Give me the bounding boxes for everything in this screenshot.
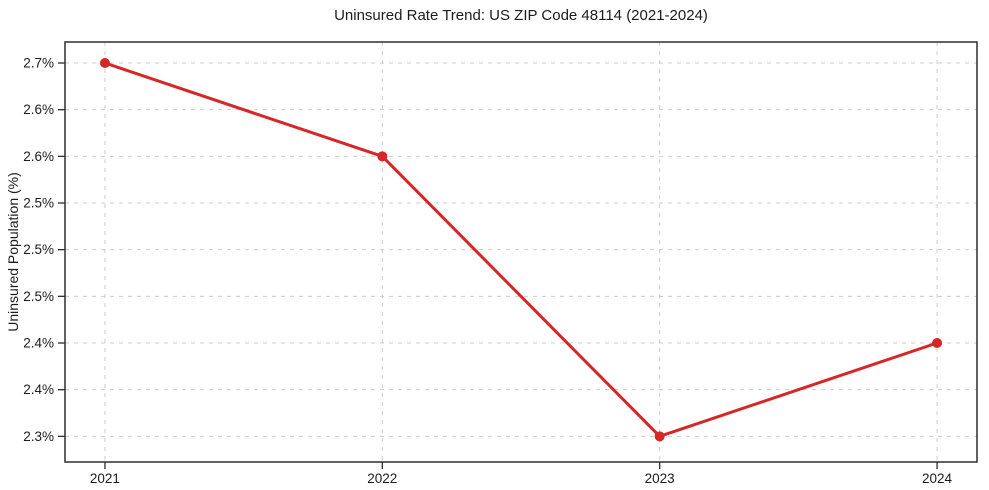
trend-line <box>103 61 939 438</box>
y-tick-label: 2.6% <box>23 102 54 117</box>
y-tick-label: 2.4% <box>23 336 54 351</box>
x-tick-label: 2022 <box>367 471 397 486</box>
y-tick-label: 2.5% <box>23 289 54 304</box>
x-tick-label: 2023 <box>645 471 675 486</box>
y-axis-title: Uninsured Population (%) <box>5 172 21 332</box>
data-point-2023 <box>654 431 665 442</box>
y-tick-label: 2.5% <box>23 196 54 211</box>
y-tick-label: 2.7% <box>23 56 54 71</box>
data-point-2021 <box>99 58 110 68</box>
y-tick-label: 2.6% <box>23 149 54 164</box>
chart-title: Uninsured Rate Trend: US ZIP Code 48114 … <box>334 7 708 24</box>
data-point-2022 <box>377 151 388 162</box>
y-tick-label: 2.5% <box>23 242 54 257</box>
y-tick-label: 2.3% <box>23 429 54 444</box>
x-tick-label: 2024 <box>922 471 953 486</box>
axes-frame <box>64 41 978 463</box>
data-point-2024 <box>932 338 943 348</box>
y-tick-label: 2.4% <box>23 382 54 397</box>
x-tick-label: 2021 <box>90 471 120 486</box>
